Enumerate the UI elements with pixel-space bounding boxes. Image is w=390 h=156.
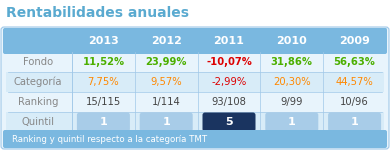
- Text: 9/99: 9/99: [280, 97, 303, 107]
- Text: 1: 1: [288, 117, 296, 127]
- Text: 2012: 2012: [151, 36, 182, 46]
- Text: -10,07%: -10,07%: [206, 57, 252, 67]
- Text: 2010: 2010: [277, 36, 307, 46]
- FancyBboxPatch shape: [202, 112, 255, 132]
- Text: 1: 1: [351, 117, 358, 127]
- Text: 15/115: 15/115: [86, 97, 121, 107]
- FancyBboxPatch shape: [328, 112, 381, 132]
- Text: Categoría: Categoría: [14, 77, 62, 87]
- Text: 2009: 2009: [339, 36, 370, 46]
- Text: 44,57%: 44,57%: [336, 77, 374, 87]
- Text: 11,52%: 11,52%: [82, 57, 124, 67]
- FancyBboxPatch shape: [6, 112, 384, 132]
- FancyBboxPatch shape: [265, 112, 318, 132]
- Text: -2,99%: -2,99%: [211, 77, 246, 87]
- Text: 2013: 2013: [88, 36, 119, 46]
- Text: 31,86%: 31,86%: [271, 57, 313, 67]
- Text: 1/114: 1/114: [152, 97, 181, 107]
- FancyBboxPatch shape: [3, 28, 387, 54]
- Text: Ranking y quintil respecto a la categoría TMT: Ranking y quintil respecto a la categorí…: [12, 134, 207, 144]
- Text: Ranking: Ranking: [18, 97, 58, 107]
- Text: 2011: 2011: [214, 36, 245, 46]
- Text: 20,30%: 20,30%: [273, 77, 310, 87]
- Text: 9,57%: 9,57%: [151, 77, 182, 87]
- FancyBboxPatch shape: [6, 72, 384, 92]
- Text: 1: 1: [99, 117, 107, 127]
- Text: 23,99%: 23,99%: [145, 57, 187, 67]
- FancyBboxPatch shape: [140, 112, 193, 132]
- Text: 7,75%: 7,75%: [88, 77, 119, 87]
- Text: Rentabilidades anuales: Rentabilidades anuales: [6, 6, 189, 20]
- Text: 1: 1: [162, 117, 170, 127]
- FancyBboxPatch shape: [1, 27, 389, 149]
- Text: Fondo: Fondo: [23, 57, 53, 67]
- Text: 5: 5: [225, 117, 233, 127]
- FancyBboxPatch shape: [3, 130, 387, 148]
- Text: 56,63%: 56,63%: [334, 57, 376, 67]
- Text: Quintil: Quintil: [21, 117, 55, 127]
- Text: 93/108: 93/108: [211, 97, 246, 107]
- FancyBboxPatch shape: [77, 112, 130, 132]
- Text: 10/96: 10/96: [340, 97, 369, 107]
